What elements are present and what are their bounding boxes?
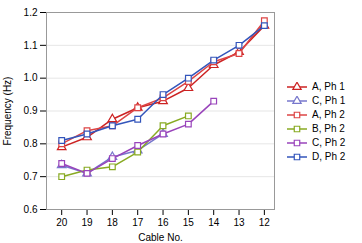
svg-text:13: 13 [233, 217, 245, 228]
svg-text:14: 14 [208, 217, 220, 228]
svg-text:18: 18 [107, 217, 119, 228]
html-text:B, Ph 2: B, Ph 2 [312, 123, 345, 134]
svg-text:Frequency (Hz): Frequency (Hz) [2, 77, 13, 146]
svg-text:0.7: 0.7 [24, 171, 38, 182]
html-text:C, Ph 2: C, Ph 2 [312, 137, 346, 148]
svg-text:0.6: 0.6 [24, 204, 38, 215]
html-text:A, Ph 2: A, Ph 2 [312, 109, 345, 120]
svg-text:0.8: 0.8 [24, 138, 38, 149]
svg-text:12: 12 [259, 217, 271, 228]
svg-text:19: 19 [81, 217, 93, 228]
svg-text:15: 15 [183, 217, 195, 228]
svg-text:17: 17 [132, 217, 144, 228]
html-text:C, Ph 1: C, Ph 1 [312, 95, 346, 106]
svg-text:Cable No.: Cable No. [138, 232, 182, 243]
svg-text:16: 16 [157, 217, 169, 228]
svg-text:20: 20 [56, 217, 68, 228]
html-text:A, Ph 1: A, Ph 1 [312, 81, 345, 92]
svg-text:1.1: 1.1 [24, 40, 38, 51]
svg-text:1.0: 1.0 [24, 72, 38, 83]
svg-text:1.2: 1.2 [24, 7, 38, 18]
html-text:D, Ph 2: D, Ph 2 [312, 151, 346, 162]
svg-text:0.9: 0.9 [24, 105, 38, 116]
